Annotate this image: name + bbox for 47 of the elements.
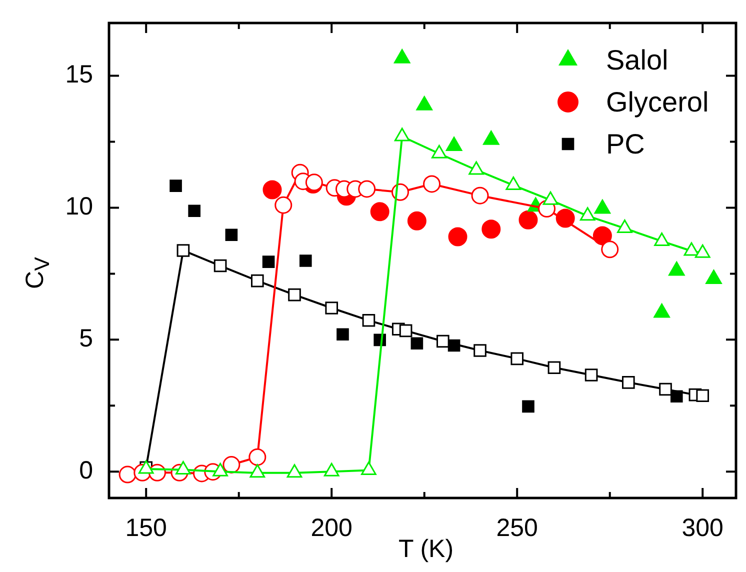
point <box>448 227 468 246</box>
point <box>399 324 412 338</box>
point <box>518 210 538 230</box>
x-tick-label: 300 <box>682 514 724 542</box>
point <box>214 259 227 272</box>
legend-label: Salol <box>606 44 668 76</box>
point <box>225 228 238 242</box>
point <box>248 448 266 466</box>
point <box>262 256 275 268</box>
point <box>436 334 450 348</box>
point <box>222 456 240 474</box>
point <box>370 202 390 222</box>
point <box>482 220 501 239</box>
y-tick-label: 10 <box>65 192 93 221</box>
point <box>299 254 312 267</box>
point <box>188 204 200 218</box>
point <box>471 186 489 204</box>
point <box>548 361 561 374</box>
x-axis-title: T (K) <box>398 535 454 563</box>
point <box>410 337 424 350</box>
point <box>362 314 376 327</box>
point <box>358 180 376 198</box>
point <box>622 376 635 389</box>
legend-label: Glycerol <box>606 86 709 118</box>
point <box>659 382 672 396</box>
point <box>407 211 426 230</box>
point <box>474 344 486 357</box>
point <box>288 288 301 302</box>
point <box>336 328 349 341</box>
point <box>584 368 598 382</box>
legend-label: PC <box>606 128 645 160</box>
point <box>423 175 441 193</box>
point <box>510 352 524 366</box>
point <box>696 389 710 402</box>
x-tick-label: 200 <box>310 514 352 542</box>
y-tick-label: 0 <box>79 456 93 484</box>
point <box>250 274 264 288</box>
point <box>325 302 338 314</box>
y-tick-label: 5 <box>79 324 93 353</box>
point <box>176 244 190 257</box>
point <box>522 400 534 413</box>
point <box>262 180 282 200</box>
x-tick-label: 150 <box>125 514 167 542</box>
point <box>170 180 182 192</box>
x-tick-label: 250 <box>496 514 538 542</box>
y-tick-label: 15 <box>65 60 93 89</box>
point <box>274 196 292 214</box>
